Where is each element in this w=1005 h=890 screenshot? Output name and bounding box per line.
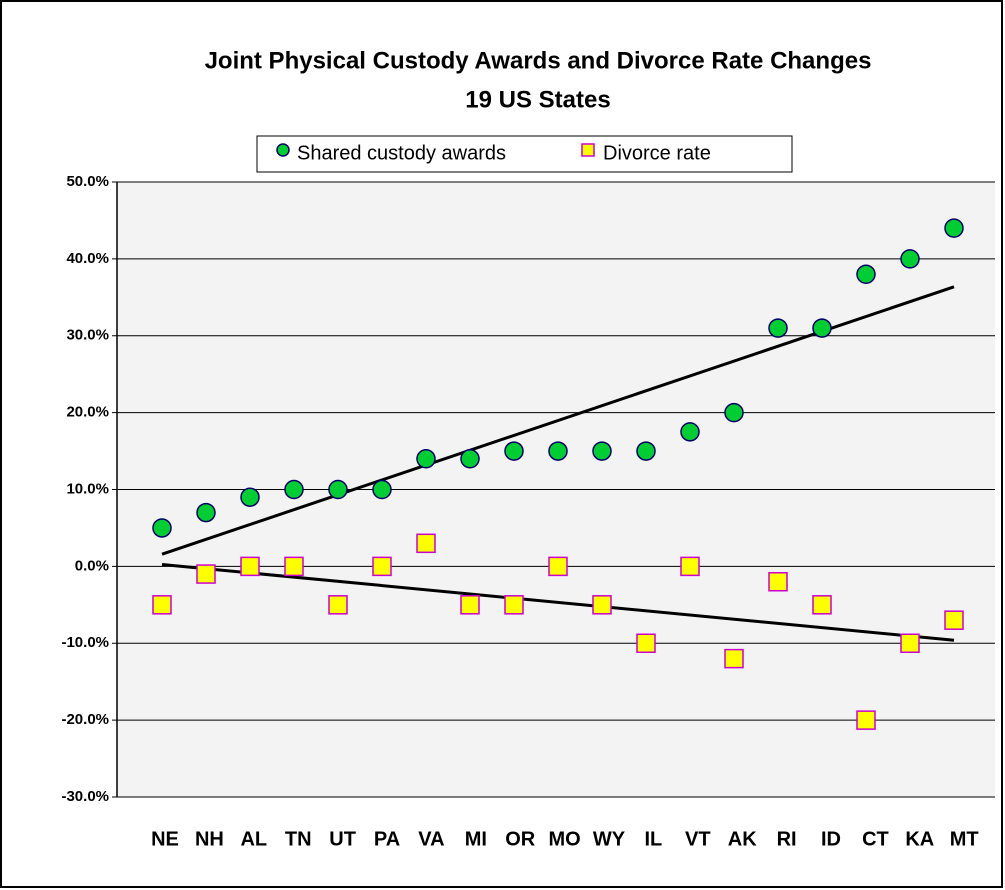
legend-marker bbox=[277, 144, 289, 156]
square-point bbox=[681, 557, 699, 575]
square-point bbox=[461, 596, 479, 614]
square-point bbox=[285, 557, 303, 575]
x-tick-label: NE bbox=[151, 828, 179, 850]
x-tick-label: MI bbox=[465, 828, 487, 850]
x-tick-label: RI bbox=[777, 828, 797, 850]
y-tick-label: 40.0% bbox=[66, 250, 109, 267]
circle-point bbox=[197, 504, 215, 522]
circle-point bbox=[945, 219, 963, 237]
square-point bbox=[857, 711, 875, 729]
x-tick-label: VA bbox=[418, 828, 444, 850]
square-point bbox=[417, 534, 435, 552]
x-tick-label: KA bbox=[905, 828, 934, 850]
circle-point bbox=[813, 319, 831, 337]
square-point bbox=[813, 596, 831, 614]
circle-point bbox=[769, 319, 787, 337]
square-point bbox=[241, 557, 259, 575]
circle-point bbox=[549, 442, 567, 460]
square-point bbox=[329, 596, 347, 614]
y-tick-label: -10.0% bbox=[61, 634, 109, 651]
y-tick-label: 30.0% bbox=[66, 327, 109, 344]
square-point bbox=[373, 557, 391, 575]
chart-title: Joint Physical Custody Awards and Divorc… bbox=[205, 47, 872, 74]
x-tick-label: PA bbox=[374, 828, 400, 850]
square-point bbox=[197, 565, 215, 583]
circle-point bbox=[593, 442, 611, 460]
square-point bbox=[945, 611, 963, 629]
y-tick-label: 20.0% bbox=[66, 404, 109, 421]
legend-label: Divorce rate bbox=[603, 142, 711, 164]
x-tick-label: CT bbox=[862, 828, 889, 850]
x-tick-label: MO bbox=[548, 828, 580, 850]
circle-point bbox=[857, 265, 875, 283]
square-point bbox=[901, 634, 919, 652]
x-tick-label: AL bbox=[240, 828, 267, 850]
x-tick-label: NH bbox=[195, 828, 224, 850]
y-tick-label: -20.0% bbox=[61, 711, 109, 728]
circle-point bbox=[285, 481, 303, 499]
x-tick-label: OR bbox=[505, 828, 536, 850]
y-tick-label: 50.0% bbox=[66, 173, 109, 190]
x-tick-label: UT bbox=[329, 828, 356, 850]
legend-marker bbox=[582, 144, 594, 156]
square-point bbox=[505, 596, 523, 614]
square-point bbox=[549, 557, 567, 575]
square-point bbox=[637, 634, 655, 652]
circle-point bbox=[153, 519, 171, 537]
y-tick-label: 10.0% bbox=[66, 480, 109, 497]
chart-subtitle: 19 US States bbox=[465, 86, 610, 113]
circle-point bbox=[329, 481, 347, 499]
circle-point bbox=[417, 450, 435, 468]
circle-point bbox=[637, 442, 655, 460]
x-tick-label: IL bbox=[645, 828, 663, 850]
x-tick-label: WY bbox=[593, 828, 626, 850]
x-tick-label: MT bbox=[950, 828, 979, 850]
x-tick-label: TN bbox=[285, 828, 312, 850]
chart: Joint Physical Custody Awards and Divorc… bbox=[0, 0, 1005, 890]
circle-point bbox=[373, 481, 391, 499]
square-point bbox=[725, 650, 743, 668]
square-point bbox=[593, 596, 611, 614]
legend-label: Shared custody awards bbox=[297, 142, 506, 164]
circle-point bbox=[505, 442, 523, 460]
square-point bbox=[153, 596, 171, 614]
y-tick-label: -30.0% bbox=[61, 788, 109, 805]
y-tick-label: 0.0% bbox=[75, 557, 109, 574]
circle-point bbox=[461, 450, 479, 468]
x-tick-label: AK bbox=[728, 828, 757, 850]
x-tick-label: VT bbox=[685, 828, 711, 850]
circle-point bbox=[681, 423, 699, 441]
circle-point bbox=[725, 404, 743, 422]
circle-point bbox=[241, 488, 259, 506]
square-point bbox=[769, 573, 787, 591]
x-tick-label: ID bbox=[821, 828, 841, 850]
circle-point bbox=[901, 250, 919, 268]
